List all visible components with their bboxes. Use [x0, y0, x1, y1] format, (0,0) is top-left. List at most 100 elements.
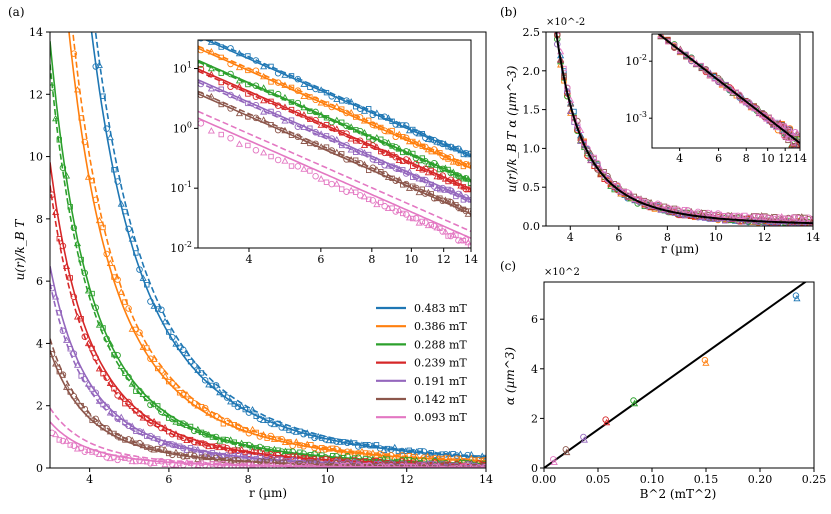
data-point [201, 377, 209, 384]
inset-x-tick-label: 4 [676, 152, 683, 165]
legend-label: 0.093 mT [414, 411, 467, 424]
data-point [212, 382, 220, 389]
x-tick-label: 0.20 [748, 473, 773, 486]
panel-a-chart: 4 6 8 10 12 14 0 2 4 6 8 10 12 14 r (µm) u(r)/k_B T 4… [13, 0, 493, 500]
x-tick-label: 6 [615, 231, 622, 244]
inset-data-point [402, 211, 410, 218]
inset-data-point [415, 219, 423, 226]
y-tick-label: 2.0 [523, 65, 541, 78]
master-curve [555, 32, 813, 225]
collapsed-data-point [762, 219, 768, 226]
collapsed-data-point [732, 212, 738, 219]
fit-line [544, 282, 808, 468]
y-tick-label: 10 [29, 151, 43, 164]
data-point [190, 462, 198, 468]
inset-data-point [726, 85, 733, 92]
data-point [114, 178, 121, 185]
inset-x-tick-label: 14 [793, 152, 807, 165]
data-point [64, 0, 70, 3]
y-tick-label: 0.0 [523, 220, 541, 233]
data-point [439, 465, 445, 468]
inset-data-point [400, 167, 406, 173]
legend-label: 0.288 mT [414, 338, 467, 351]
legend-label: 0.142 mT [414, 393, 467, 406]
inset-data-point [353, 189, 359, 195]
data-point [406, 463, 413, 468]
inset-data-point [317, 175, 325, 182]
inset-data-point [312, 172, 319, 180]
inset-data-point [369, 197, 377, 204]
collapsed-data-point [712, 211, 718, 218]
data-point [95, 321, 103, 328]
inset-x-tick-label: 8 [743, 152, 750, 165]
panel-c-ylabel: α (µm^3) [503, 347, 517, 405]
data-point [147, 419, 154, 427]
inset-x-tick-label: 6 [317, 253, 324, 266]
collapsed-data-point [552, 11, 556, 15]
data-point [234, 463, 242, 468]
inset-data-point [651, 26, 657, 32]
collapsed-data-point [742, 219, 748, 225]
y-tick-label: 6 [531, 313, 538, 326]
data-point [242, 406, 248, 413]
inset-data-point [328, 180, 335, 188]
panel-b-ylabel: u(r)/k_B T α (µm^-3) [505, 65, 519, 192]
x-tick-label: 10 [709, 231, 723, 244]
data-point [84, 173, 93, 180]
x-tick-label: 14 [806, 231, 820, 244]
panel-c-scale-label: ×10^2 [544, 267, 580, 278]
y-tick-label: 1.0 [523, 142, 541, 155]
inset-x-tick-label: 12 [778, 152, 792, 165]
inset-data-point [218, 131, 224, 138]
fit-line [50, 350, 486, 468]
y-tick-label: 14 [29, 26, 43, 39]
inset-fit-line [198, 47, 471, 170]
data-point [450, 465, 456, 468]
inset-data-point [252, 147, 260, 154]
data-point [78, 373, 84, 379]
collapsed-data-point [681, 206, 688, 213]
data-point [63, 437, 71, 444]
y-tick-label: 0.5 [523, 181, 541, 194]
inset-x-tick-label: 10 [404, 253, 418, 266]
x-tick-label: 4 [567, 231, 574, 244]
collapsed-data-point [552, 12, 556, 16]
x-tick-label: 14 [479, 473, 493, 486]
data-point [67, 442, 73, 448]
inset-fit-line [198, 59, 471, 182]
inset-data-point [328, 124, 335, 132]
data-point [183, 391, 191, 398]
data-point [461, 463, 467, 468]
data-point [106, 454, 114, 462]
inset-data-point [788, 128, 796, 135]
inset-theory-line [198, 81, 471, 203]
inset-fit-line [198, 93, 471, 215]
data-point [150, 302, 158, 309]
collapsed-data-point [802, 216, 808, 223]
legend-label: 0.191 mT [414, 375, 467, 388]
inset-y-tick-label: 10-2 [625, 53, 647, 68]
collapsed-data-point [552, 6, 556, 10]
fit-line [50, 421, 486, 468]
data-point [52, 430, 60, 438]
panel-b-frame [545, 31, 814, 227]
data-point [161, 317, 169, 325]
inset-data-point [453, 232, 459, 238]
inset-theory-line [198, 110, 471, 233]
data-point [201, 404, 209, 412]
inset-data-point [347, 186, 355, 194]
collapsed-data-point [552, 3, 556, 7]
data-point [453, 465, 460, 468]
data-point [311, 434, 318, 442]
inset-data-point [430, 222, 438, 230]
x-tick-label: 0.10 [640, 473, 665, 486]
collapsed-data-point [782, 215, 788, 222]
data-point [267, 457, 275, 465]
inset-data-point [317, 121, 325, 128]
inset-data-point [245, 142, 251, 149]
inset-data-point [339, 186, 345, 192]
data-point [92, 415, 99, 423]
x-tick-label: 8 [664, 231, 671, 244]
inset-data-point [288, 163, 295, 169]
y-tick-label: 0 [36, 462, 43, 475]
